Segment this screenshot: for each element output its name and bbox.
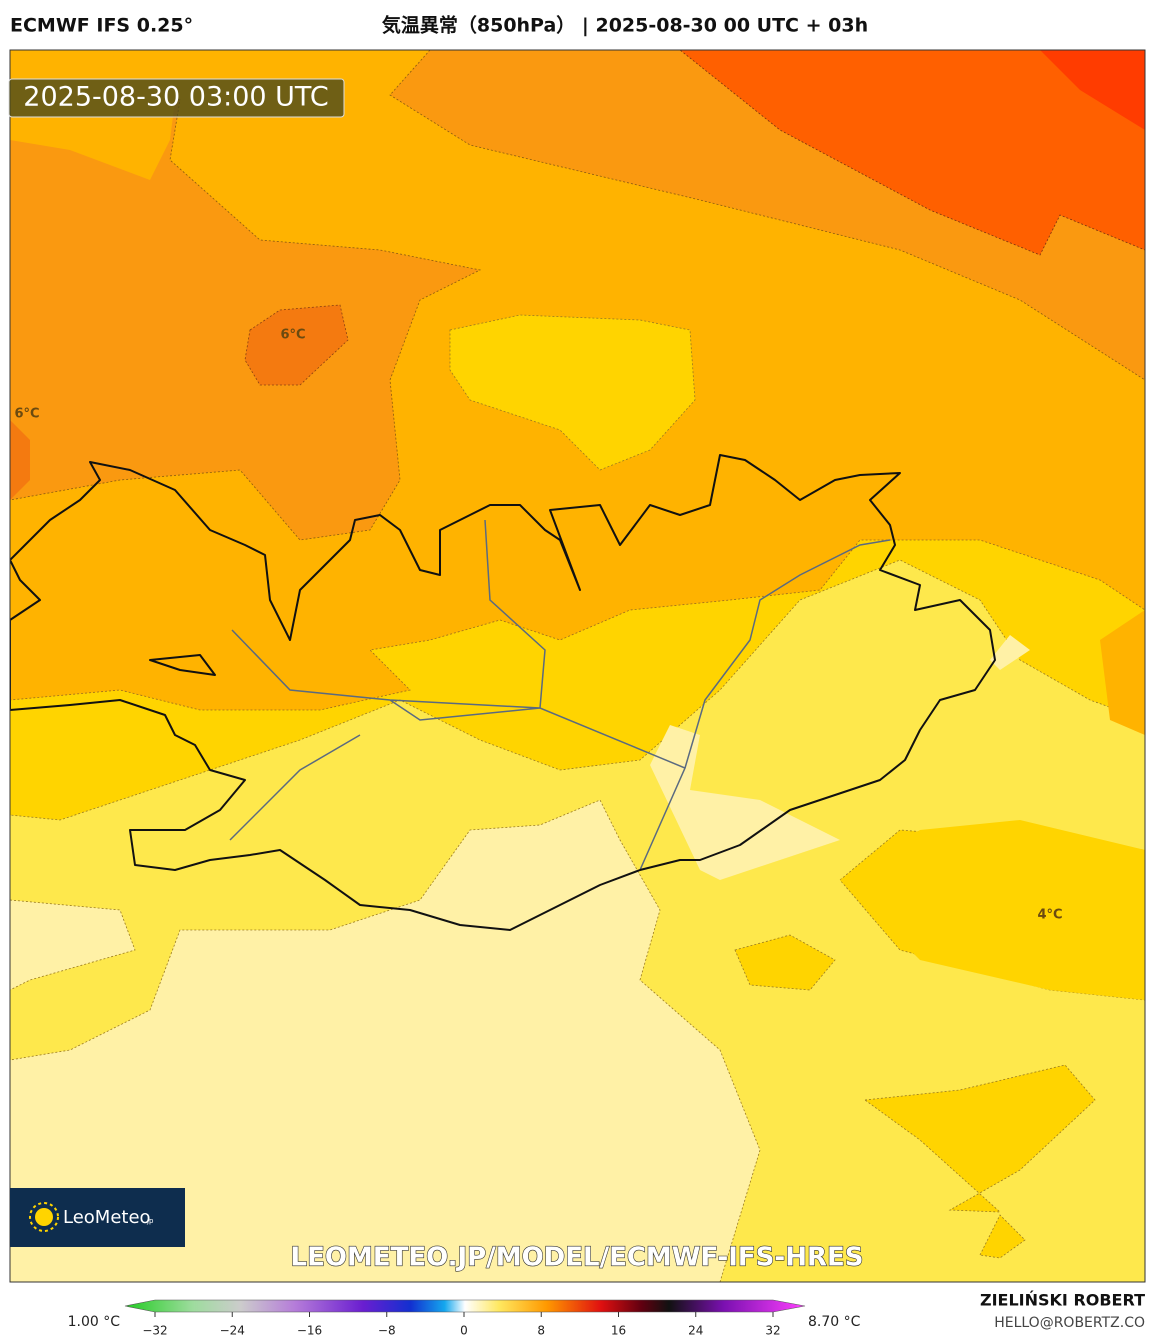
field xyxy=(990,635,1030,670)
colorbar-tick-label: 32 xyxy=(765,1324,780,1338)
left-title: ECMWF IFS 0.25° xyxy=(10,15,193,37)
map-frame xyxy=(9,49,1146,1283)
field xyxy=(734,934,1096,1259)
logo-sun xyxy=(35,1208,53,1226)
border xyxy=(229,519,891,871)
colorbar-tick-label: 0 xyxy=(460,1324,468,1338)
contour-label: 6°C xyxy=(14,407,39,422)
contour-label: 6°C xyxy=(280,328,305,343)
contour-label: 4°C xyxy=(1037,908,1062,923)
colorbar-max: 8.70 °C xyxy=(808,1314,861,1330)
colorbar-tick-label: 8 xyxy=(537,1324,545,1338)
colorbar-tick-label: −32 xyxy=(142,1324,167,1338)
author: ZIELIŃSKI ROBERT xyxy=(980,1291,1145,1310)
field xyxy=(679,50,1145,256)
center-title: 気温異常（850hPa） | 2025-08-30 00 UTC + 03h xyxy=(382,14,868,37)
coastline xyxy=(10,454,996,931)
field xyxy=(449,314,696,471)
logo-rays xyxy=(29,1202,59,1232)
field xyxy=(10,420,30,500)
field xyxy=(244,304,349,386)
watermark: LEOMETEO.JP/MODEL/ECMWF-IFS-HRES xyxy=(291,1243,864,1273)
colorbar-tick-label: 24 xyxy=(688,1324,703,1338)
colorbar-tick-label: −8 xyxy=(378,1324,396,1338)
field xyxy=(1100,610,1145,735)
field xyxy=(650,725,840,880)
colorbar xyxy=(124,1299,806,1313)
map xyxy=(10,50,1145,1282)
field xyxy=(1040,50,1145,130)
email: HELLO@ROBERTZ.CO xyxy=(994,1315,1145,1331)
field xyxy=(840,820,1145,1000)
timestamp: 2025-08-30 03:00 UTC xyxy=(23,82,328,113)
colorbar-tick-label: 16 xyxy=(611,1324,626,1338)
logo-name: LeoMeteo xyxy=(63,1207,151,1228)
timestamp-box xyxy=(8,78,345,118)
logo-suffix: jp xyxy=(146,1217,154,1225)
colorbar-min: 1.00 °C xyxy=(68,1314,121,1330)
colorbar-tick-label: −16 xyxy=(297,1324,322,1338)
field xyxy=(10,799,761,1282)
colorbar-tick-label: −24 xyxy=(220,1324,245,1338)
